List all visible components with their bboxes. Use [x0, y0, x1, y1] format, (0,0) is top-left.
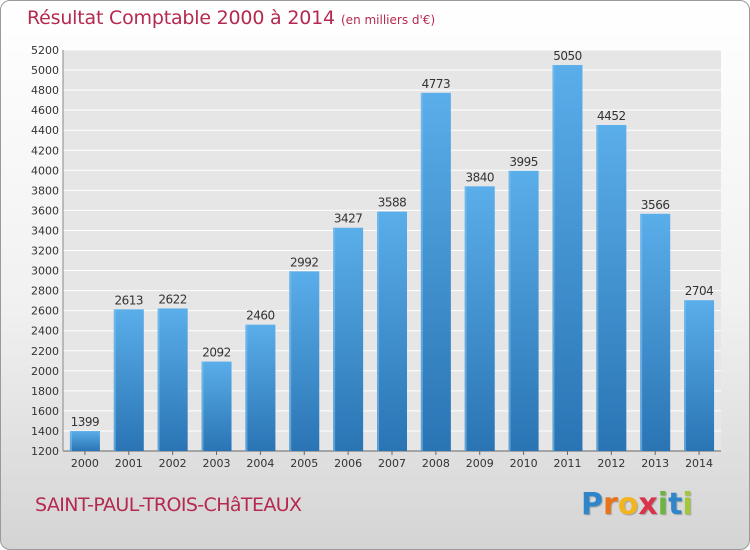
x-tick-label: 2014 [685, 457, 713, 470]
bar-highlight [289, 271, 292, 451]
bar-2012 [596, 124, 627, 451]
data-label: 3588 [378, 196, 407, 210]
x-tick-label: 2011 [553, 457, 581, 470]
y-tick-label: 2400 [31, 325, 59, 338]
x-tick-label: 2000 [71, 457, 99, 470]
data-label: 4452 [597, 109, 626, 123]
data-label: 3995 [509, 155, 538, 169]
x-tick-label: 2009 [466, 457, 494, 470]
bar-2000 [69, 431, 100, 451]
data-label: 1399 [71, 415, 100, 429]
x-tick-label: 2008 [422, 457, 450, 470]
y-tick-label: 4800 [31, 84, 59, 97]
logo-letter: x [638, 487, 658, 522]
bar-2001 [113, 309, 144, 451]
bar-2013 [640, 213, 671, 451]
bar-highlight [552, 65, 555, 451]
x-tick-label: 2002 [159, 457, 187, 470]
y-tick-label: 4400 [31, 124, 59, 137]
bar-highlight [157, 308, 160, 451]
proxiti-logo: Proxiti [581, 487, 693, 522]
y-tick-label: 3400 [31, 224, 59, 237]
y-tick-label: 3000 [31, 265, 59, 278]
y-tick-label: 3200 [31, 245, 59, 258]
y-tick-label: 1400 [31, 425, 59, 438]
y-tick-label: 2800 [31, 285, 59, 298]
data-label: 2992 [290, 255, 319, 269]
data-label: 2613 [115, 293, 144, 307]
bar-2003 [201, 361, 232, 451]
bar-highlight [684, 300, 687, 451]
data-label: 5050 [553, 49, 582, 63]
bar-2004 [245, 324, 276, 451]
bar-2014 [684, 300, 715, 451]
logo-letter: o [617, 487, 639, 522]
bar-highlight [245, 324, 248, 451]
x-tick-label: 2010 [510, 457, 538, 470]
y-tick-label: 5200 [31, 44, 59, 57]
bar-2010 [508, 170, 539, 451]
x-tick-label: 2012 [597, 457, 625, 470]
y-tick-label: 4000 [31, 164, 59, 177]
bar-highlight [464, 186, 467, 451]
bar-2008 [420, 92, 451, 451]
data-label: 3566 [641, 198, 670, 212]
y-tick-label: 3600 [31, 204, 59, 217]
bar-2009 [464, 186, 495, 451]
data-label: 2460 [246, 309, 275, 323]
bar-highlight [377, 211, 379, 451]
y-tick-label: 5000 [31, 64, 59, 77]
bar-highlight [113, 309, 116, 451]
x-tick-label: 2005 [290, 457, 318, 470]
bar-2002 [157, 308, 188, 451]
x-tick-label: 2001 [115, 457, 143, 470]
y-tick-label: 2000 [31, 365, 59, 378]
x-tick-label: 2006 [334, 457, 362, 470]
x-tick-label: 2013 [641, 457, 669, 470]
bar-2006 [333, 227, 364, 451]
y-tick-label: 4200 [31, 144, 59, 157]
y-tick-label: 2200 [31, 345, 59, 358]
bar-highlight [596, 124, 599, 451]
bar-highlight [69, 431, 72, 451]
bar-highlight [201, 361, 204, 451]
bar-highlight [640, 213, 643, 451]
logo-letter: P [581, 487, 603, 522]
logo-letter: r [603, 487, 618, 522]
data-label: 3427 [334, 212, 363, 226]
data-label: 3840 [465, 170, 494, 184]
data-label: 2622 [158, 292, 187, 306]
y-tick-label: 1200 [31, 445, 59, 458]
bar-2007 [377, 211, 407, 451]
y-tick-label: 4600 [31, 104, 59, 117]
data-label: 2704 [685, 284, 714, 298]
bar-highlight [420, 92, 423, 451]
x-tick-label: 2004 [246, 457, 274, 470]
y-tick-label: 1600 [31, 405, 59, 418]
y-tick-label: 1800 [31, 385, 59, 398]
y-tick-label: 3800 [31, 184, 59, 197]
logo-letter: i [682, 487, 693, 522]
bar-2005 [289, 271, 320, 451]
bar-highlight [333, 227, 336, 451]
x-tick-label: 2007 [378, 457, 406, 470]
data-label: 4773 [422, 77, 451, 91]
logo-letter: t [668, 487, 683, 522]
bar-highlight [508, 170, 511, 451]
chart-title: Résultat Comptable 2000 à 2014 [27, 7, 335, 29]
y-tick-label: 2600 [31, 305, 59, 318]
data-label: 2092 [202, 346, 231, 360]
logo-letter: i [657, 487, 669, 522]
chart-subtitle: (en milliers d'€) [341, 13, 436, 27]
x-tick-label: 2003 [203, 457, 231, 470]
place-name: SAINT-PAUL-TROIS-CHâTEAUX [35, 494, 302, 516]
bar-2011 [552, 65, 583, 451]
